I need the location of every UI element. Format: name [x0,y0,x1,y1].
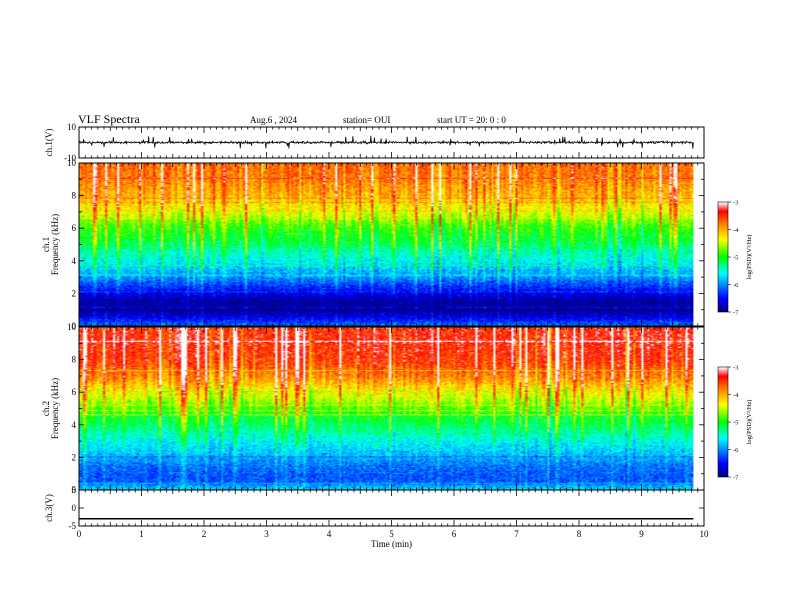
ch1-spectrogram-ytick-label: 8 [72,191,77,201]
ch2-spectrogram-colorbar-tick-label: -4 [733,392,739,399]
ch1-spectrogram-colorbar-tick-label: -6 [733,282,739,289]
xtick-label: 0 [77,529,82,539]
ch2-spectrogram-colorbar-tick-label: -7 [733,475,739,482]
date-label: Aug.6 , 2024 [250,115,297,125]
station-label: station= OUI [343,115,390,125]
ch1-waveform-ytick-label: 10 [67,122,77,132]
ch1-waveform-line [78,135,694,149]
ch2-spectrogram-colorbar-label: log(PSD)(V²/Hz) [746,400,753,445]
ch2-spectrogram-ylabel-frequency: Frequency (kHz) [50,378,60,439]
ch1-spectrogram-colorbar-label: log(PSD)(V²/Hz) [746,235,753,280]
start-time-label: start UT = 20: 0 : 0 [437,115,506,125]
xtick-label: 9 [639,529,644,539]
ch1-spectrogram-colorbar-tick-label: -4 [733,227,739,234]
ch3-waveform-ytick-label: -5 [69,521,77,531]
ch2-colorbar-image [718,367,728,477]
xtick-label: 6 [452,529,457,539]
xtick-label: 10 [700,529,710,539]
ch2-spectrogram-ytick-label: 10 [67,322,77,332]
xtick-label: 4 [327,529,332,539]
ch3-waveform-ytick-label: 0 [72,503,77,513]
xtick-label: 7 [514,529,519,539]
ch2-spectrogram-ytick-label: 8 [72,355,77,365]
xaxis-label: Time (min) [371,539,412,549]
xtick-label: 3 [264,529,269,539]
xtick-label: 8 [577,529,582,539]
ch1-spectrogram-ytick-label: 4 [72,256,77,266]
ch1-spectrogram-ytick-label: 0 [72,321,77,331]
ch1-waveform-ytick-label: -10 [64,153,76,163]
ch1-spectrogram-colorbar-tick-label: -7 [733,310,739,317]
ch1-colorbar-image [718,202,728,312]
ch3-waveform-ylabel: ch.3(V) [44,494,54,522]
ch3-waveform-ytick-label: 5 [72,485,77,495]
xtick-label: 1 [139,529,144,539]
ch1-spectrogram-ytick-label: 6 [72,223,77,233]
ch1-spectrogram-ytick-label: 2 [72,288,77,298]
ch1-waveform-ylabel: ch.1(V) [44,129,54,157]
xtick-label: 5 [389,529,394,539]
ch2-spectrogram-image [79,327,694,490]
ch1-spectrogram-colorbar-tick-label: -5 [733,255,738,262]
ch1-spectrogram-ylabel-frequency: Frequency (kHz) [50,214,60,275]
ch1-spectrogram-ylabel: ch.1 [41,237,51,252]
ch2-spectrogram-ytick-label: 0 [72,485,77,495]
ch1-spectrogram-image [79,163,694,326]
xtick-label: 2 [202,529,207,539]
ch2-spectrogram-colorbar-tick-label: -5 [733,420,738,427]
ch1-spectrogram-colorbar-tick-label: -3 [733,200,738,207]
ch2-spectrogram-ytick-label: 6 [72,387,77,397]
ch1-spectrogram-ytick-label: 10 [67,158,77,168]
ch2-spectrogram-ytick-label: 2 [72,452,77,462]
ch2-spectrogram-colorbar-tick-label: -3 [733,365,738,372]
figure-title: VLF Spectra [78,112,140,126]
ch2-spectrogram-ytick-label: 4 [72,420,77,430]
ch2-spectrogram-ylabel: ch.2 [41,401,51,416]
ch2-spectrogram-colorbar-tick-label: -6 [733,447,739,454]
